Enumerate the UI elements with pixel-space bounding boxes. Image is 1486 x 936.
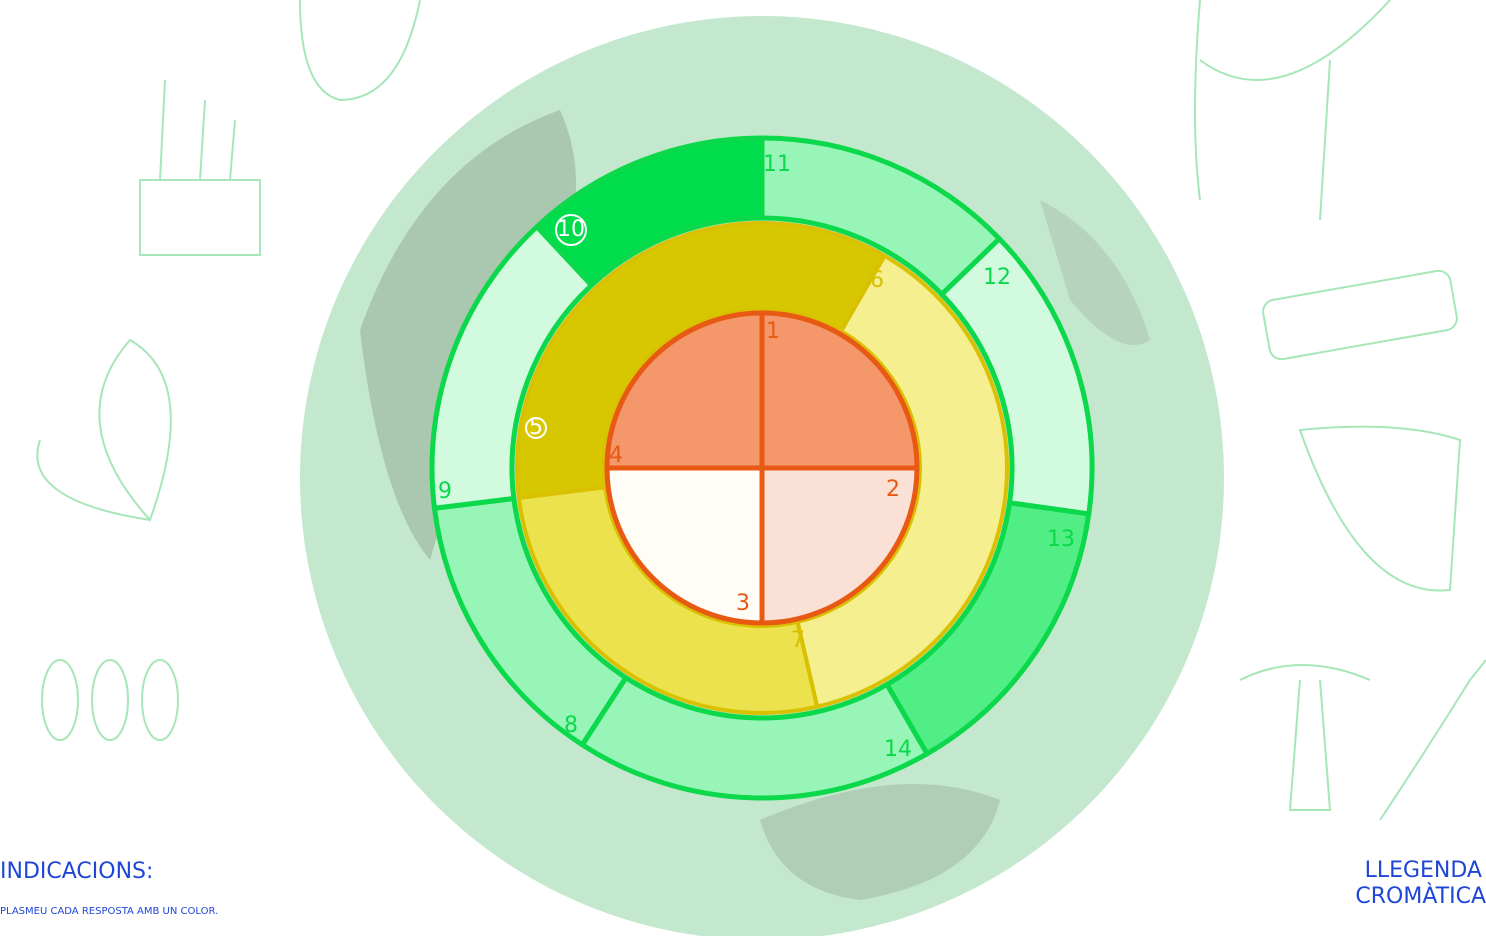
legend-title: LLEGENDA (1365, 858, 1482, 883)
doodles (36, 0, 1486, 821)
instructions-title: INDICACIONS: (0, 859, 153, 884)
wheel-segment (604, 310, 765, 471)
segment-label: 13 (1047, 527, 1075, 552)
segment-label: 9 (438, 479, 452, 504)
wheel-segment (759, 310, 920, 471)
legend-title: CROMÀTICA (1355, 883, 1486, 909)
globe-shade (760, 784, 1000, 900)
segment-label: 14 (884, 737, 912, 762)
wheel-segment (795, 253, 1009, 709)
label-badge (555, 214, 587, 246)
segment-label: 7 (791, 628, 805, 653)
segment-label: 4 (609, 443, 623, 468)
instructions-text: PLASMEU CADA RESPOSTA AMB UN COLOR. (0, 906, 218, 917)
segment-label: 2 (886, 477, 900, 502)
segment-label: 3 (736, 591, 750, 616)
segment-label: 12 (983, 265, 1011, 290)
wheel-segment (515, 221, 887, 500)
wheel-segment (759, 465, 920, 626)
label-badge (525, 417, 547, 439)
segment-label: 1 (766, 319, 780, 344)
wheel-segment (516, 485, 820, 715)
segment-label: 5 (529, 415, 543, 440)
wheel-segment (534, 135, 765, 288)
segment-label: 11 (763, 152, 791, 177)
segment-label: 8 (564, 713, 578, 738)
segment-label: 6 (870, 268, 884, 293)
globe-shade (1040, 200, 1150, 345)
wheel-segment (604, 465, 765, 626)
segment-label: 10 (557, 217, 585, 242)
